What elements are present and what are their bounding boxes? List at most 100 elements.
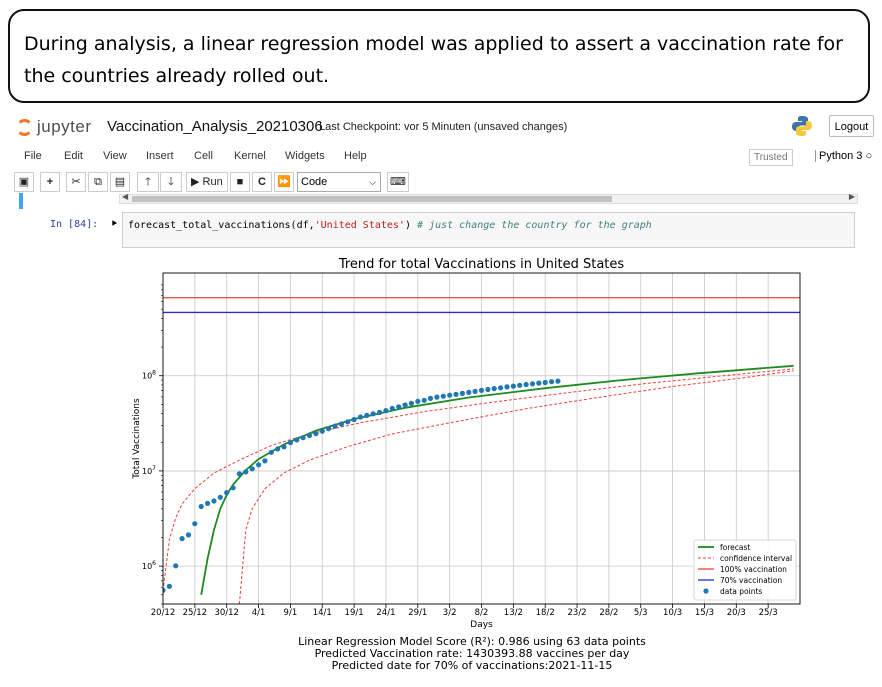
- x-tick-label: 28/2: [599, 608, 618, 618]
- code-string-arg: 'United States': [314, 220, 405, 231]
- menu-edit[interactable]: Edit: [64, 150, 83, 162]
- data-point: [357, 414, 364, 420]
- x-tick-label: 25/3: [759, 608, 778, 618]
- data-point: [166, 583, 172, 589]
- data-point: [294, 437, 300, 443]
- move-up-button[interactable]: 🡑: [137, 172, 159, 192]
- data-point: [268, 449, 274, 455]
- cut-button[interactable]: ✂: [66, 172, 86, 192]
- data-point: [427, 395, 434, 401]
- save-button[interactable]: ▣: [14, 172, 34, 192]
- output-horizontal-scrollbar[interactable]: ◀ ▶: [119, 192, 858, 204]
- data-point: [504, 384, 510, 390]
- data-point: [447, 392, 453, 398]
- logout-button[interactable]: Logout: [829, 115, 874, 137]
- menu-kernel[interactable]: Kernel: [234, 150, 266, 162]
- caption-line-2: the countries already rolled out.: [24, 65, 330, 87]
- annotation-caption: During analysis, a linear regression mod…: [8, 9, 870, 103]
- legend-box: [693, 539, 797, 601]
- y-tick-label: 107: [142, 465, 156, 476]
- x-tick-label: 29/1: [408, 608, 427, 618]
- scissors-icon: ✂: [71, 176, 81, 188]
- checkpoint-status: Last Checkpoint: vor 5 Minuten (unsaved …: [319, 121, 568, 133]
- data-point: [351, 416, 357, 423]
- menu-view[interactable]: View: [103, 150, 127, 162]
- jupyter-logo-icon: [16, 118, 33, 136]
- data-point: [396, 404, 402, 410]
- play-icon: ▶: [191, 176, 200, 188]
- cell-type-select[interactable]: Code ⌵: [297, 172, 381, 192]
- data-point: [236, 471, 242, 477]
- data-point: [415, 398, 421, 404]
- copy-button[interactable]: ⧉: [88, 172, 108, 192]
- restart-button[interactable]: C: [252, 172, 272, 192]
- menu-file[interactable]: File: [24, 150, 42, 162]
- save-icon: ▣: [18, 176, 30, 188]
- data-point: [287, 440, 293, 446]
- cell-prompt: In [84]:: [50, 219, 99, 230]
- paste-icon: ▤: [114, 176, 126, 188]
- menu-insert[interactable]: Insert: [146, 150, 174, 162]
- data-point: [542, 379, 548, 386]
- run-button[interactable]: ▶ Run: [186, 172, 228, 192]
- data-point: [256, 462, 262, 468]
- data-point: [319, 428, 325, 434]
- data-point: [230, 485, 236, 491]
- notebook-name[interactable]: Vaccination_Analysis_20210306: [107, 118, 323, 135]
- scroll-left-icon[interactable]: ◀: [122, 192, 129, 201]
- insert-cell-button[interactable]: +: [40, 172, 60, 192]
- data-point: [300, 435, 306, 441]
- confidence-upper-line: [163, 368, 794, 591]
- keyboard-icon: ⌨: [390, 176, 406, 188]
- chevron-down-icon: ⌵: [369, 177, 376, 187]
- move-down-button[interactable]: 🡓: [160, 172, 182, 192]
- scroll-right-icon[interactable]: ▶: [848, 192, 855, 201]
- data-point: [408, 400, 414, 406]
- x-tick-label: 14/1: [313, 608, 332, 618]
- menu-widgets[interactable]: Widgets: [285, 150, 325, 162]
- x-tick-label: 19/1: [345, 608, 364, 618]
- data-point: [491, 386, 497, 392]
- x-tick-label: 9/1: [284, 608, 298, 618]
- y-tick-label: 108: [142, 370, 156, 381]
- scrollbar-thumb[interactable]: [132, 196, 612, 202]
- data-point: [459, 390, 465, 396]
- jupyter-logo[interactable]: jupyter: [16, 117, 92, 137]
- jupyter-header: jupyter Vaccination_Analysis_20210306 La…: [0, 108, 882, 144]
- trusted-indicator[interactable]: Trusted: [749, 149, 793, 166]
- interrupt-button[interactable]: ■: [230, 172, 250, 192]
- data-point: [478, 387, 485, 393]
- cell-type-value: Code: [301, 176, 328, 188]
- data-point: [185, 532, 192, 538]
- paste-button[interactable]: ▤: [110, 172, 130, 192]
- x-tick-label: 5/3: [634, 608, 648, 618]
- x-tick-label: 30/12: [214, 608, 239, 618]
- cell-collapse-icon[interactable]: ⯈: [110, 219, 118, 230]
- stats-rate: Predicted Vaccination rate: 1430393.88 v…: [314, 647, 630, 660]
- command-palette-button[interactable]: ⌨: [387, 172, 409, 192]
- x-tick-label: 13/2: [504, 608, 523, 618]
- y-tick-label: 106: [142, 560, 156, 571]
- data-point: [370, 411, 376, 417]
- data-point: [377, 409, 383, 415]
- data-point: [364, 412, 370, 418]
- menu-help[interactable]: Help: [344, 150, 367, 162]
- selected-cell-indicator: [19, 193, 23, 209]
- menu-cell[interactable]: Cell: [194, 150, 213, 162]
- data-point: [389, 405, 395, 411]
- data-point: [332, 423, 338, 429]
- data-point: [179, 536, 185, 542]
- x-tick-label: 15/3: [695, 608, 714, 618]
- data-point: [523, 381, 529, 388]
- restart-run-all-button[interactable]: ⏩: [274, 172, 294, 192]
- kernel-label: Python 3: [819, 150, 863, 162]
- legend-label: data points: [720, 587, 762, 596]
- plot-frame: [162, 272, 801, 605]
- stats-70pct-date: Predicted date for 70% of vaccinations:2…: [331, 659, 613, 672]
- caption-line-1: During analysis, a linear regression mod…: [24, 33, 843, 55]
- confidence-lower-line: [238, 370, 794, 604]
- x-tick-label: 24/1: [376, 608, 395, 618]
- data-point: [453, 391, 459, 397]
- code-cell-input[interactable]: forecast_total_vaccinations(df,'United S…: [122, 212, 855, 248]
